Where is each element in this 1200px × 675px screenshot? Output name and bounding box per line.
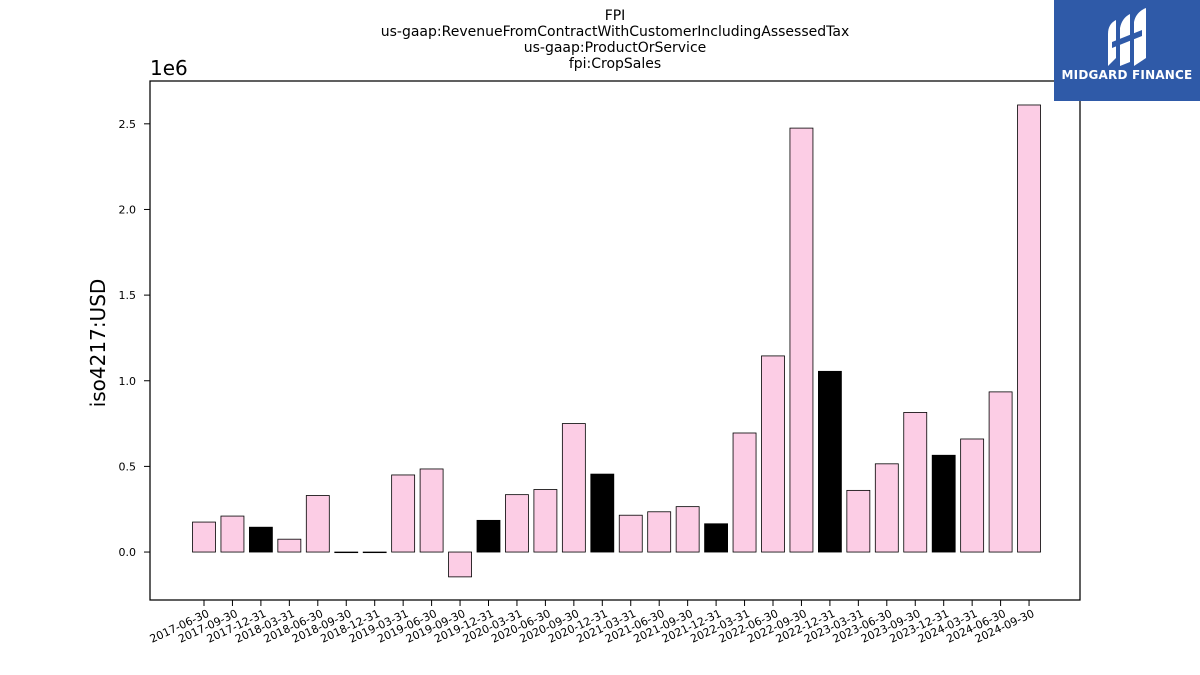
bar-2022-03-31 [732,432,757,553]
bar-2018-09-30 [334,551,359,554]
bar-2019-03-31 [391,474,416,553]
plot-frame [149,80,1081,601]
logo: MIDGARD FINANCE [1054,0,1200,101]
y-tick-label: 0.0 [119,546,137,559]
bar-2022-06-30 [761,355,785,553]
midgard-logo-icon [1108,8,1146,66]
bar-2017-12-31 [248,526,273,553]
bar-2022-09-30 [789,127,814,553]
chart-title-line: fpi:CropSales [569,56,661,72]
bar-2021-06-30 [647,511,672,553]
y-tick-label: 0.5 [119,460,137,473]
bar-2018-06-30 [305,495,330,553]
bar-2020-09-30 [561,423,586,553]
bar-2021-12-31 [704,523,728,553]
bars [192,104,1041,578]
bar-2020-03-31 [505,494,529,553]
chart-title-line: us-gaap:RevenueFromContractWithCustomerI… [381,24,850,40]
y-tick-label: 1.5 [119,289,137,302]
y-tick-label: 1.0 [119,375,137,388]
bar-2017-09-30 [220,515,245,553]
y-offset-label: 1e6 [150,56,188,80]
bar-2024-09-30 [1017,104,1041,553]
bar-2021-03-31 [618,514,643,553]
y-tick-label: 2.0 [119,203,137,216]
chart-title-line: FPI [605,8,626,24]
bar-2020-12-31 [590,473,615,553]
bar-2023-12-31 [931,454,956,553]
bar-2019-09-30 [448,551,472,578]
y-axis: 0.0 0.5 1.0 1.5 2.0 2.5 [119,118,150,559]
bar-2019-06-30 [419,468,444,553]
x-axis: 2017-06-302017-09-302017-12-312018-03-31… [148,600,1036,646]
bar-2021-09-30 [675,506,700,553]
logo-brand-text: MIDGARD FINANCE [1061,68,1193,82]
chart-title-line: us-gaap:ProductOrService [524,40,707,56]
y-axis-label: iso4217:USD [86,279,110,408]
bar-2024-03-31 [960,438,985,553]
y-tick-label: 2.5 [119,118,137,131]
bar-2022-12-31 [818,370,842,553]
bar-2024-06-30 [988,391,1013,553]
bar-2020-06-30 [533,489,558,553]
bar-2019-12-31 [476,519,501,553]
bar-2017-06-30 [192,521,216,553]
bar-2018-12-31 [362,551,387,554]
bar-2018-03-31 [277,538,302,553]
bar-2023-03-31 [846,489,871,553]
chart-title: FPIus-gaap:RevenueFromContractWithCustom… [381,8,850,72]
bar-2023-06-30 [874,463,899,553]
bar-2023-09-30 [903,412,928,553]
